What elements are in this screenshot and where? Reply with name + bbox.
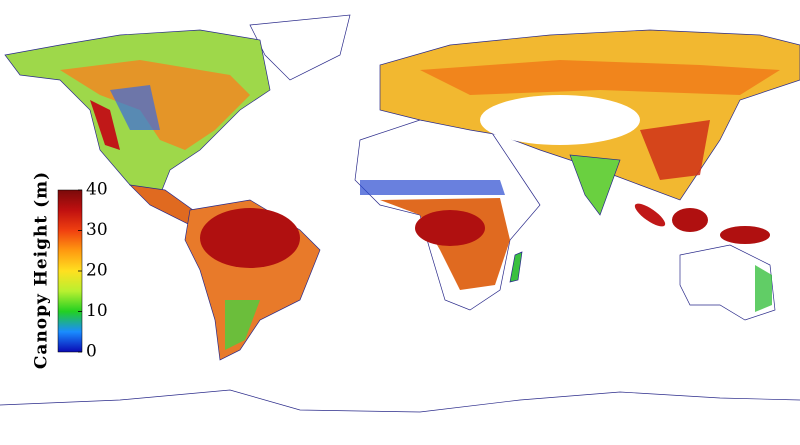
australia: [679, 244, 776, 321]
boreal-band: [420, 60, 780, 95]
central-asia: [480, 95, 640, 145]
colorbar-tick-label: 40: [86, 180, 108, 200]
colorbar-tick-label: 30: [86, 220, 108, 240]
madagascar: [509, 251, 523, 283]
colorbar-tick-label: 10: [86, 301, 108, 321]
india: [569, 154, 621, 216]
antarctica: [0, 389, 800, 413]
new-guinea: [720, 226, 770, 244]
colorbar: Canopy Height (m) 0 10 20 30 40: [32, 171, 108, 369]
colorbar-title: Canopy Height (m): [32, 171, 52, 369]
colorbar-tick-label: 0: [86, 342, 97, 362]
sumatra: [634, 203, 666, 227]
greenland: [249, 14, 351, 81]
north-america-forest: [60, 60, 250, 150]
congo: [415, 210, 485, 246]
continents: [0, 14, 800, 413]
north-america-west: [90, 100, 120, 150]
south-america-south: [225, 300, 260, 350]
australia-east: [755, 265, 772, 312]
amazon: [200, 208, 300, 268]
north-america-plains: [110, 85, 160, 130]
borneo: [672, 208, 708, 232]
colorbar-tick-label: 20: [86, 261, 108, 281]
sahel: [360, 180, 505, 195]
east-asia: [640, 120, 710, 180]
